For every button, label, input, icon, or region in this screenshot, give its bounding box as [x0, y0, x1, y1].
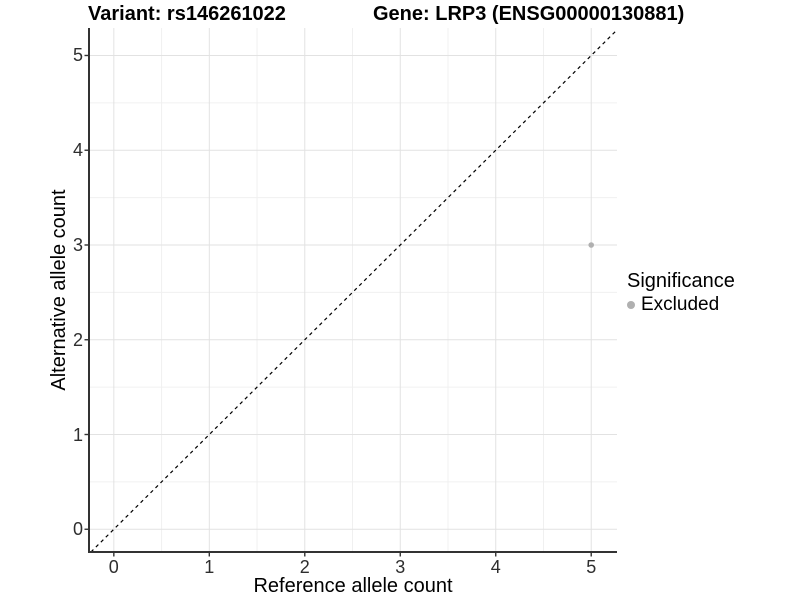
x-tick-label: 5 — [586, 557, 597, 577]
legend-entry-label: Excluded — [641, 294, 720, 315]
x-axis-title: Reference allele count — [253, 575, 453, 597]
excluded-point-icon — [627, 301, 635, 309]
x-tick-label: 2 — [299, 557, 310, 577]
x-tick-label: 3 — [395, 557, 406, 577]
identity-reference-line — [90, 29, 618, 553]
y-axis-title: Alternative allele count — [48, 189, 70, 391]
y-tick-label: 0 — [72, 519, 83, 540]
x-tick-label: 4 — [490, 557, 501, 577]
legend: Significance Excluded — [627, 270, 735, 316]
legend-title: Significance — [627, 270, 735, 292]
x-tick-label: 1 — [204, 557, 215, 577]
y-tick-label: 2 — [72, 329, 83, 350]
y-tick-label: 5 — [72, 45, 83, 66]
x-tick-label: 0 — [108, 557, 119, 577]
legend-entry-excluded: Excluded — [627, 294, 735, 316]
y-tick-label: 4 — [72, 140, 83, 161]
y-tick-label: 1 — [72, 424, 83, 445]
data-point — [588, 242, 595, 248]
plot-title-gene: Gene: LRP3 (ENSG00000130881) — [373, 3, 685, 25]
y-tick-label: 3 — [72, 234, 83, 255]
plot-title-variant: Variant: rs146261022 — [88, 3, 286, 25]
